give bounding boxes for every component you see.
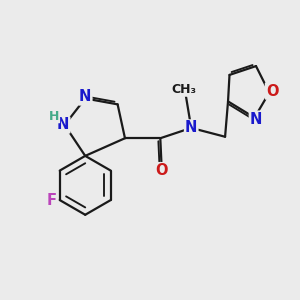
Text: N: N [79, 89, 92, 104]
Text: F: F [46, 193, 56, 208]
Text: N: N [185, 120, 197, 135]
Text: CH₃: CH₃ [171, 83, 196, 96]
Text: N: N [57, 118, 69, 133]
Text: N: N [250, 112, 262, 127]
Text: O: O [155, 163, 168, 178]
Text: O: O [266, 84, 278, 99]
Text: H: H [49, 110, 59, 123]
